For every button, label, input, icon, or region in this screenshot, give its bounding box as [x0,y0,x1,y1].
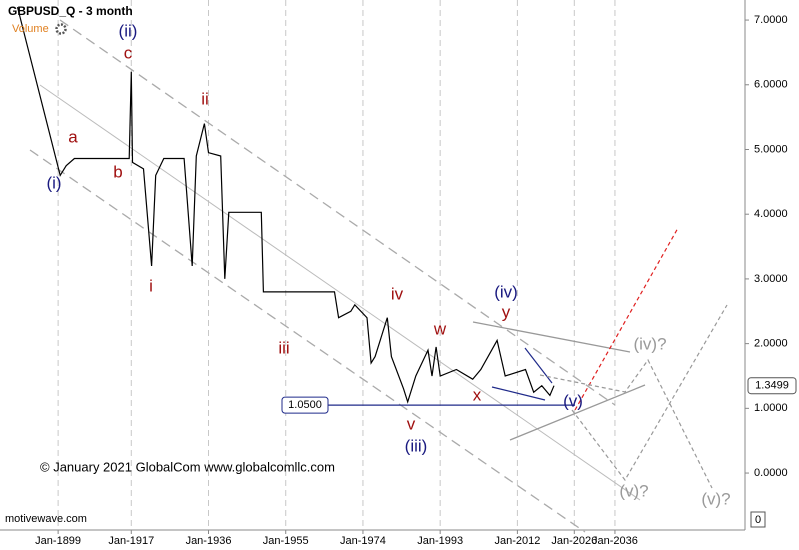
x-tick-label: Jan-1974 [340,535,386,547]
price-line-box [281,396,329,414]
wave-label: c [124,43,133,62]
wave-label: iv [391,284,404,303]
corner-label: 0 [755,514,761,526]
projection-gray [571,304,728,482]
wave-label: x [473,385,482,404]
x-tick-label: Jan-2026 [551,535,597,547]
y-tick-label: 1.0000 [754,402,788,414]
settings-icon[interactable] [55,23,67,35]
wave-label: i [149,276,153,295]
x-tick-label: Jan-1917 [108,535,154,547]
plot: 1.0500 [16,6,575,414]
x-tick-label: Jan-1936 [186,535,232,547]
trend-line [472,321,631,353]
y-tick-label: 7.0000 [754,14,788,26]
wave-label: (ii) [119,21,138,40]
wave-label: (v) [563,391,583,410]
channel-lower [29,149,586,533]
price-line-label: 1.0500 [288,399,322,411]
last-price-box [747,377,797,395]
x-tick-label: Jan-1955 [263,535,309,547]
wave-label: (iv) [494,282,518,301]
wave-label: (iii) [405,436,428,455]
price-line-series [16,6,555,404]
wedge-line [491,386,546,401]
wave-label: w [433,319,447,338]
y-tick-label: 2.0000 [754,338,788,350]
y-tick-label: 3.0000 [754,273,788,285]
channel-upper [59,19,616,406]
y-tick-label: 0.0000 [754,467,788,479]
x-tick-label: Jan-2036 [592,535,638,547]
corner-box [750,511,766,528]
y-tick-label: 4.0000 [754,208,788,220]
x-tick-label: Jan-1899 [35,535,81,547]
wave-label: a [68,127,78,146]
watermark: motivewave.com [5,513,87,525]
wave-label: b [113,162,122,181]
y-tick-label: 6.0000 [754,79,788,91]
wave-label: ii [201,89,209,108]
drawings [29,19,728,533]
wave-label: (iv)? [633,334,666,353]
y-tick-label: 5.0000 [754,143,788,155]
chart-title: GBPUSD_Q - 3 month [8,4,133,18]
wave-label: (i) [46,173,61,192]
wave-label: (v)? [701,489,730,508]
wave-label: iii [278,338,289,357]
x-tick-label: Jan-2012 [494,535,540,547]
wave-label: v [407,414,416,433]
wedge-line [524,347,553,384]
channel-mid [39,84,641,501]
copyright: © January 2021 GlobalCom www.globalcomll… [40,459,335,474]
trend-line [509,384,646,441]
wave-label: (v)? [619,481,648,500]
projection-gray [539,358,713,489]
last-price-label: 1.3499 [755,380,789,392]
grid [57,0,616,530]
wave-label: y [502,302,511,321]
x-tick-label: Jan-1993 [417,535,463,547]
volume-label: Volume [12,23,49,35]
